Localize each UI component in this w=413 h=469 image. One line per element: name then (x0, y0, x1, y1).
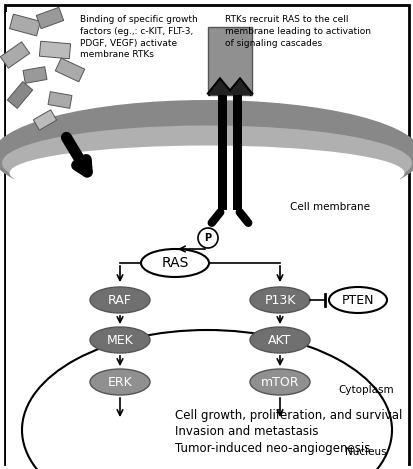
Ellipse shape (141, 249, 209, 277)
Text: Tumor-induced neo-angiogenesis: Tumor-induced neo-angiogenesis (175, 442, 370, 455)
Text: PTEN: PTEN (341, 294, 373, 307)
Text: Cell membrane: Cell membrane (289, 202, 369, 212)
Text: Nucleus: Nucleus (344, 447, 386, 457)
Text: RTKs recruit RAS to the cell
membrane leading to activation
of signaling cascade: RTKs recruit RAS to the cell membrane le… (224, 15, 370, 47)
Bar (218, 95, 226, 210)
Ellipse shape (9, 145, 404, 201)
Ellipse shape (197, 228, 218, 248)
FancyArrowPatch shape (211, 212, 220, 223)
Ellipse shape (249, 287, 309, 313)
Text: Binding of specific growth
factors (eg.,: c-KIT, FLT-3,
PDGF, VEGF) activate
mem: Binding of specific growth factors (eg.,… (80, 15, 197, 60)
Text: mTOR: mTOR (260, 376, 299, 388)
Ellipse shape (328, 287, 386, 313)
Text: RAF: RAF (108, 294, 132, 307)
Ellipse shape (90, 369, 150, 395)
Text: MEK: MEK (107, 333, 133, 347)
Text: ERK: ERK (107, 376, 132, 388)
Ellipse shape (90, 287, 150, 313)
Polygon shape (207, 80, 252, 95)
Polygon shape (48, 91, 72, 108)
Ellipse shape (249, 327, 309, 353)
Text: Invasion and metastasis: Invasion and metastasis (175, 425, 318, 439)
FancyArrowPatch shape (239, 212, 248, 223)
Text: P13K: P13K (263, 294, 295, 307)
Bar (207, 27, 252, 95)
Ellipse shape (2, 126, 411, 201)
Polygon shape (0, 42, 30, 68)
Ellipse shape (90, 327, 150, 353)
Text: Cytoplasm: Cytoplasm (337, 385, 393, 395)
Text: AKT: AKT (268, 333, 291, 347)
Polygon shape (23, 67, 47, 83)
Ellipse shape (22, 330, 391, 469)
Polygon shape (7, 82, 33, 108)
Polygon shape (9, 14, 40, 36)
Polygon shape (55, 58, 85, 82)
Bar (233, 95, 242, 210)
Ellipse shape (0, 100, 413, 210)
Text: P: P (204, 233, 211, 243)
Polygon shape (39, 41, 71, 59)
Polygon shape (36, 8, 64, 29)
Text: Cell growth, proliferation, and survival: Cell growth, proliferation, and survival (175, 408, 401, 422)
Bar (6, 179, 407, 463)
Ellipse shape (249, 369, 309, 395)
Polygon shape (33, 110, 57, 130)
Text: RAS: RAS (161, 256, 188, 270)
